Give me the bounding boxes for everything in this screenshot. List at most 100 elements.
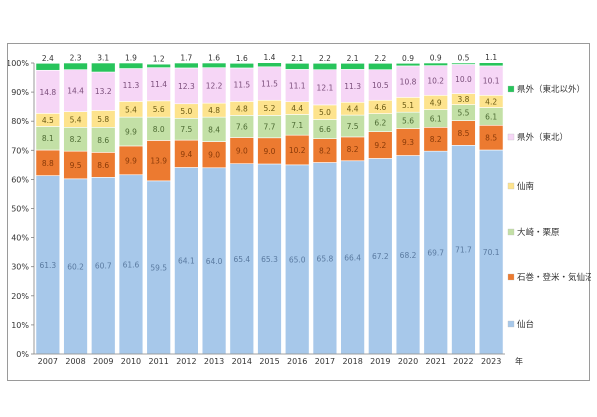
bar-segment xyxy=(91,62,116,73)
x-tick-label: 2010 xyxy=(121,357,141,366)
bar-segment xyxy=(146,63,171,68)
data-label: 4.2 xyxy=(485,97,497,106)
data-label: 9.9 xyxy=(125,156,137,165)
data-label: 71.7 xyxy=(455,246,472,255)
x-tick-label: 2021 xyxy=(426,357,446,366)
x-tick-label: 2012 xyxy=(176,357,196,366)
data-label: 61.6 xyxy=(123,260,140,269)
data-label: 5.0 xyxy=(319,108,331,117)
data-label: 3.8 xyxy=(457,95,469,104)
data-label: 9.0 xyxy=(208,151,220,160)
data-label: 4.4 xyxy=(347,105,359,114)
data-label: 11.3 xyxy=(123,81,140,90)
legend-item-label: 石巻・登米・気仙沼 xyxy=(517,272,591,283)
data-label: 1.7 xyxy=(180,54,192,63)
x-tick-label: 2016 xyxy=(287,357,307,366)
data-label: 9.0 xyxy=(264,147,276,156)
data-label: 4.4 xyxy=(291,104,303,113)
data-label: 8.4 xyxy=(208,125,220,134)
data-label: 8.6 xyxy=(97,161,109,170)
legend-item-label: 仙南 xyxy=(517,181,534,192)
legend-swatch xyxy=(507,273,515,281)
data-label: 5.6 xyxy=(402,116,414,125)
data-label: 11.1 xyxy=(289,82,306,91)
data-label: 12.1 xyxy=(317,83,334,92)
x-tick-label: 2023 xyxy=(481,357,501,366)
bar-segment xyxy=(63,62,88,70)
bar-segment xyxy=(284,62,310,70)
data-label: 3.1 xyxy=(97,54,109,63)
data-label: 2.2 xyxy=(374,54,386,63)
x-tick-label: 2017 xyxy=(315,357,335,366)
y-tick-label: 0% xyxy=(16,350,29,359)
x-tick-label: 2013 xyxy=(204,357,224,366)
data-label: 68.2 xyxy=(400,251,417,260)
data-label: 1.4 xyxy=(264,53,276,62)
data-label: 60.7 xyxy=(95,262,112,271)
x-tick-label: 2008 xyxy=(65,357,85,366)
x-tick-label: 2015 xyxy=(259,357,279,366)
legend-item-label: 県外（東北以外） xyxy=(517,84,585,95)
data-label: 8.5 xyxy=(485,134,497,143)
x-tick-label: 2019 xyxy=(370,357,390,366)
data-label: 6.1 xyxy=(430,114,442,123)
y-tick-label: 60% xyxy=(11,175,29,184)
data-label: 11.3 xyxy=(344,82,361,91)
data-label: 5.8 xyxy=(97,115,109,124)
bar-segment xyxy=(174,62,199,69)
x-tick-label: 2009 xyxy=(93,357,113,366)
data-label: 65.4 xyxy=(233,255,250,264)
bar-segment xyxy=(478,62,504,67)
y-tick-label: 70% xyxy=(11,146,29,155)
data-label: 65.8 xyxy=(317,254,334,263)
data-label: 8.2 xyxy=(347,145,359,154)
data-label: 0.9 xyxy=(402,54,414,63)
legend-swatch xyxy=(507,182,515,190)
data-label: 10.5 xyxy=(372,81,389,90)
data-label: 13.2 xyxy=(95,87,112,96)
data-label: 8.2 xyxy=(430,135,442,144)
data-label: 8.1 xyxy=(42,134,54,143)
legend-swatch xyxy=(507,133,515,141)
data-label: 61.3 xyxy=(39,261,56,270)
data-label: 9.4 xyxy=(180,150,192,159)
data-label: 0.9 xyxy=(430,54,442,63)
data-label: 5.6 xyxy=(153,105,165,114)
data-label: 9.9 xyxy=(125,128,137,137)
data-label: 60.2 xyxy=(67,262,84,271)
data-label: 67.2 xyxy=(372,252,389,261)
data-label: 9.2 xyxy=(374,141,386,150)
data-label: 10.0 xyxy=(455,75,472,84)
data-label: 8.2 xyxy=(319,147,331,156)
data-label: 2.1 xyxy=(291,54,303,63)
bar-segment xyxy=(118,62,144,69)
data-label: 6.6 xyxy=(319,125,331,134)
data-label: 9.0 xyxy=(236,147,248,156)
data-label: 8.6 xyxy=(97,136,109,145)
y-tick-label: 80% xyxy=(11,117,29,126)
data-label: 9.5 xyxy=(70,161,82,170)
data-label: 4.8 xyxy=(236,104,248,113)
legend-item-label: 仙台 xyxy=(517,319,534,330)
y-tick-label: 10% xyxy=(11,321,29,330)
plot-area xyxy=(35,62,504,355)
x-tick-label: 2018 xyxy=(342,357,362,366)
bar-segment xyxy=(201,62,227,68)
data-label: 7.5 xyxy=(347,122,359,131)
x-axis-unit: 年 xyxy=(515,356,523,366)
bar-segment xyxy=(368,62,393,70)
data-label: 59.5 xyxy=(150,263,167,272)
bar-segment xyxy=(395,62,421,67)
y-tick-label: 20% xyxy=(11,292,29,301)
data-label: 6.1 xyxy=(485,112,497,121)
data-label: 7.5 xyxy=(180,125,192,134)
data-label: 2.2 xyxy=(319,54,331,63)
data-label: 12.2 xyxy=(206,81,223,90)
data-label: 7.6 xyxy=(236,122,248,131)
data-label: 2.3 xyxy=(70,54,82,63)
data-label: 2.4 xyxy=(42,54,54,63)
data-label: 7.1 xyxy=(291,121,303,130)
data-label: 1.2 xyxy=(153,55,165,64)
data-label: 11.4 xyxy=(150,80,167,89)
